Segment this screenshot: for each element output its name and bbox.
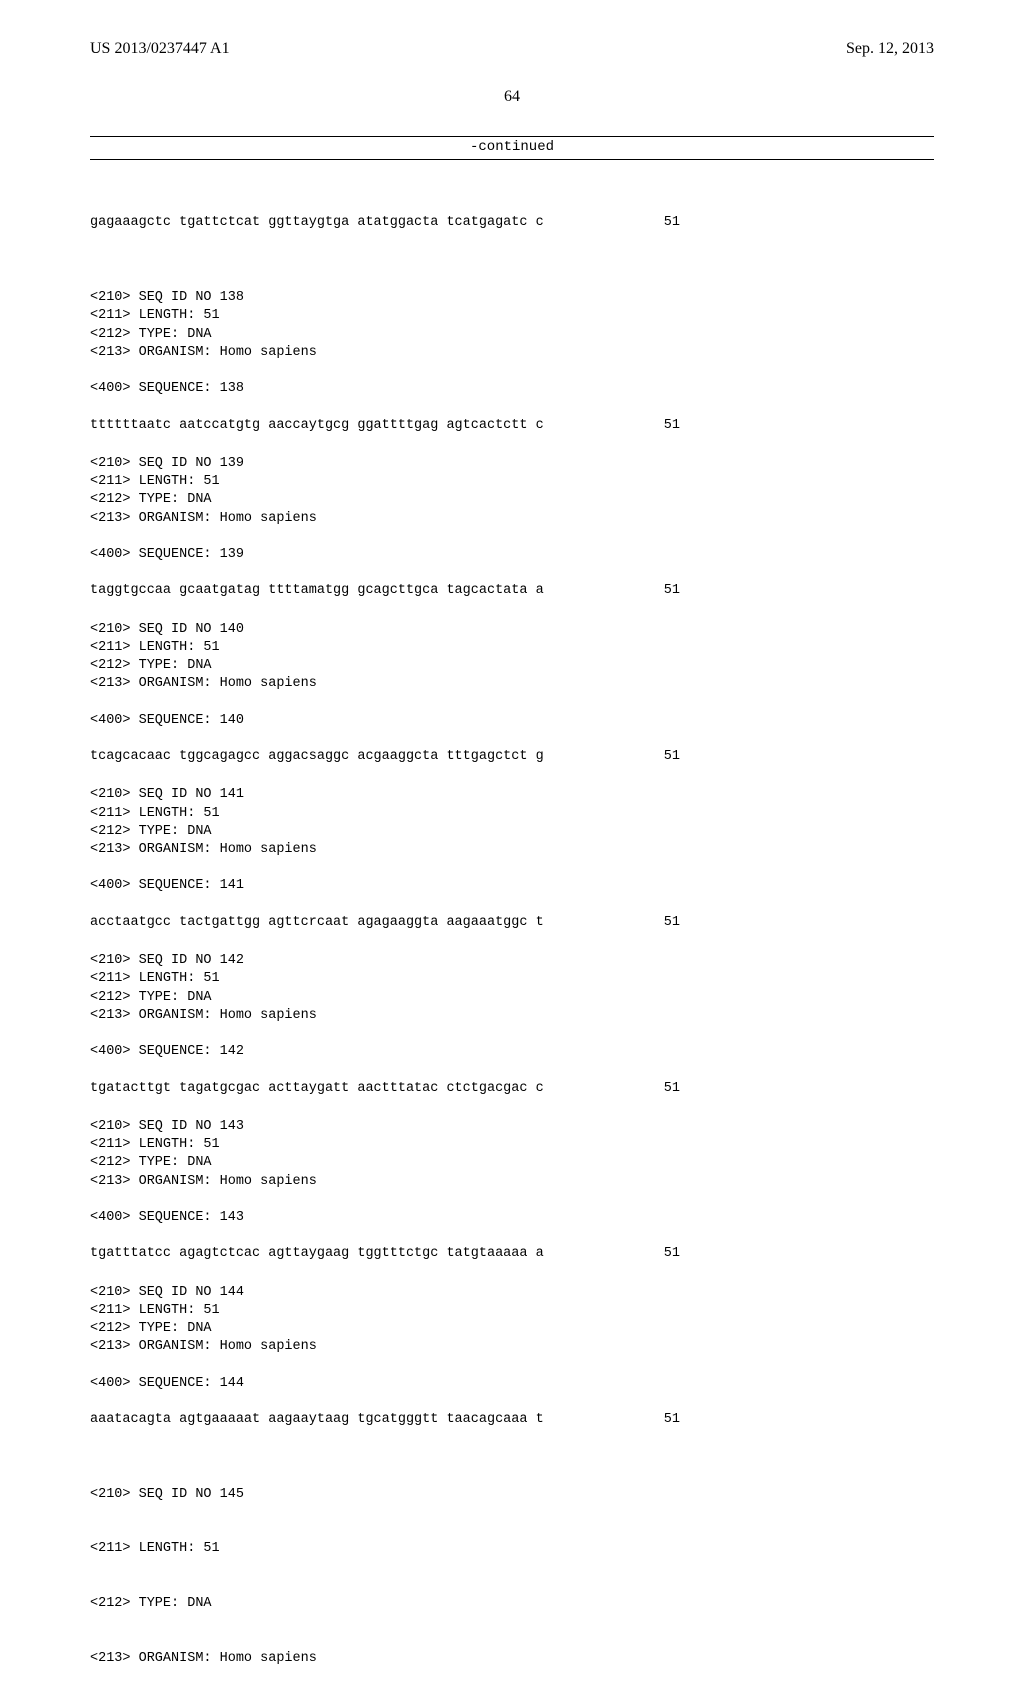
sequence-line: taggtgccaa gcaatgatag ttttamatgg gcagctt…	[90, 582, 680, 600]
seq-length-line: <211> LENGTH: 51	[90, 1136, 934, 1154]
publication-number: US 2013/0237447 A1	[90, 40, 230, 58]
top-sequence-line: gagaaagctc tgattctcat ggttaygtga atatgga…	[90, 178, 934, 269]
sequence-length-number: 51	[664, 1245, 680, 1263]
publication-date: Sep. 12, 2013	[846, 40, 934, 58]
sequence-text: acctaatgcc tactgattgg agttcrcaat agagaag…	[90, 914, 544, 932]
sequence-length-number: 51	[664, 582, 680, 600]
seq-sequence-label: <400> SEQUENCE: 141	[90, 877, 934, 895]
page-container: US 2013/0237447 A1 Sep. 12, 2013 64 -con…	[0, 0, 1024, 1320]
sequence-line: tgatacttgt tagatgcgac acttaygatt aacttta…	[90, 1080, 680, 1098]
seq-organism-line: <213> ORGANISM: Homo sapiens	[90, 1007, 934, 1025]
seq-type-line: <212> TYPE: DNA	[90, 657, 934, 675]
sequence-length-number: 51	[664, 748, 680, 766]
sequence-entry: <210> SEQ ID NO 144<211> LENGTH: 51<212>…	[90, 1284, 934, 1430]
seq-organism-line: <213> ORGANISM: Homo sapiens	[90, 675, 934, 693]
sequence-line: ttttttaatc aatccatgtg aaccaytgcg ggatttt…	[90, 417, 680, 435]
seq-length-line: <211> LENGTH: 51	[90, 307, 934, 325]
seq-id-line: <210> SEQ ID NO 138	[90, 289, 934, 307]
sequence-line: tgatttatcc agagtctcac agttaygaag tggtttc…	[90, 1245, 680, 1263]
seq-type-line: <212> TYPE: DNA	[90, 989, 934, 1007]
seq-sequence-label: <400> SEQUENCE: 144	[90, 1375, 934, 1393]
sequence-entry-tail: <210> SEQ ID NO 145 <211> LENGTH: 51 <21…	[90, 1449, 934, 1704]
sequence-text: tgatttatcc agagtctcac agttaygaag tggtttc…	[90, 1245, 544, 1263]
sequence-line: acctaatgcc tactgattgg agttcrcaat agagaag…	[90, 914, 680, 932]
sequence-length-number: 51	[664, 417, 680, 435]
seq-length-line: <211> LENGTH: 51	[90, 970, 934, 988]
continued-rule: -continued	[90, 136, 934, 160]
page-number: 64	[90, 88, 934, 106]
sequence-length-number: 51	[664, 914, 680, 932]
sequence-length-number: 51	[664, 1080, 680, 1098]
sequence-line: tcagcacaac tggcagagcc aggacsaggc acgaagg…	[90, 748, 680, 766]
seq-id-line: <210> SEQ ID NO 145	[90, 1486, 934, 1504]
seq-organism-line: <213> ORGANISM: Homo sapiens	[90, 841, 934, 859]
seq-length-line: <211> LENGTH: 51	[90, 805, 934, 823]
seq-type-line: <212> TYPE: DNA	[90, 1154, 934, 1172]
seq-id-line: <210> SEQ ID NO 142	[90, 952, 934, 970]
sequence-length-number: 51	[664, 1411, 680, 1429]
sequence-text: gagaaagctc tgattctcat ggttaygtga atatgga…	[90, 214, 544, 232]
seq-type-line: <212> TYPE: DNA	[90, 326, 934, 344]
seq-organism-line: <213> ORGANISM: Homo sapiens	[90, 1338, 934, 1356]
sequence-entries: <210> SEQ ID NO 138<211> LENGTH: 51<212>…	[90, 289, 934, 1429]
seq-organism-line: <213> ORGANISM: Homo sapiens	[90, 1650, 934, 1668]
seq-id-line: <210> SEQ ID NO 144	[90, 1284, 934, 1302]
sequence-entry: <210> SEQ ID NO 142<211> LENGTH: 51<212>…	[90, 952, 934, 1098]
seq-id-line: <210> SEQ ID NO 143	[90, 1118, 934, 1136]
seq-sequence-label: <400> SEQUENCE: 140	[90, 712, 934, 730]
sequence-length-number: 51	[664, 214, 680, 232]
sequence-text: tcagcacaac tggcagagcc aggacsaggc acgaagg…	[90, 748, 544, 766]
seq-sequence-label: <400> SEQUENCE: 142	[90, 1043, 934, 1061]
sequence-text: ttttttaatc aatccatgtg aaccaytgcg ggatttt…	[90, 417, 544, 435]
seq-type-line: <212> TYPE: DNA	[90, 1320, 934, 1338]
sequence-entry: <210> SEQ ID NO 140<211> LENGTH: 51<212>…	[90, 621, 934, 767]
sequence-entry: <210> SEQ ID NO 139<211> LENGTH: 51<212>…	[90, 455, 934, 601]
sequence-entry: <210> SEQ ID NO 138<211> LENGTH: 51<212>…	[90, 289, 934, 435]
seq-id-line: <210> SEQ ID NO 139	[90, 455, 934, 473]
seq-length-line: <211> LENGTH: 51	[90, 473, 934, 491]
seq-length-line: <211> LENGTH: 51	[90, 639, 934, 657]
seq-length-line: <211> LENGTH: 51	[90, 1302, 934, 1320]
seq-id-line: <210> SEQ ID NO 140	[90, 621, 934, 639]
seq-sequence-label: <400> SEQUENCE: 143	[90, 1209, 934, 1227]
seq-type-line: <212> TYPE: DNA	[90, 823, 934, 841]
sequence-text: tgatacttgt tagatgcgac acttaygatt aacttta…	[90, 1080, 544, 1098]
sequence-text: taggtgccaa gcaatgatag ttttamatgg gcagctt…	[90, 582, 544, 600]
seq-type-line: <212> TYPE: DNA	[90, 1595, 934, 1613]
seq-length-line: <211> LENGTH: 51	[90, 1540, 934, 1558]
seq-organism-line: <213> ORGANISM: Homo sapiens	[90, 1173, 934, 1191]
seq-organism-line: <213> ORGANISM: Homo sapiens	[90, 344, 934, 362]
sequence-entry: <210> SEQ ID NO 143<211> LENGTH: 51<212>…	[90, 1118, 934, 1264]
sequence-line: aaatacagta agtgaaaaat aagaaytaag tgcatgg…	[90, 1411, 680, 1429]
sequence-entry: <210> SEQ ID NO 141<211> LENGTH: 51<212>…	[90, 786, 934, 932]
page-header: US 2013/0237447 A1 Sep. 12, 2013	[90, 40, 934, 58]
seq-organism-line: <213> ORGANISM: Homo sapiens	[90, 510, 934, 528]
seq-type-line: <212> TYPE: DNA	[90, 491, 934, 509]
seq-sequence-label: <400> SEQUENCE: 139	[90, 546, 934, 564]
continued-label: -continued	[90, 139, 934, 155]
sequence-text: aaatacagta agtgaaaaat aagaaytaag tgcatgg…	[90, 1411, 544, 1429]
seq-id-line: <210> SEQ ID NO 141	[90, 786, 934, 804]
seq-sequence-label: <400> SEQUENCE: 138	[90, 380, 934, 398]
